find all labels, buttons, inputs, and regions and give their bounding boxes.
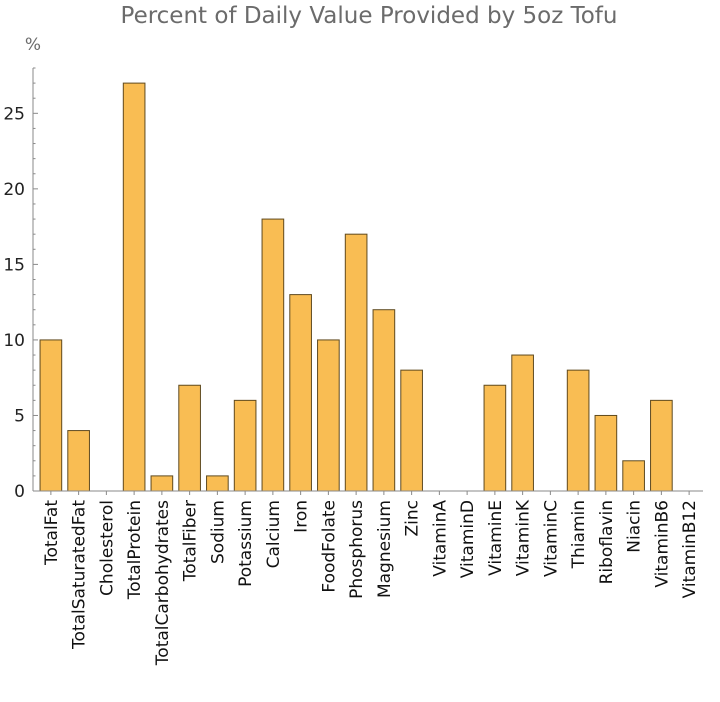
- x-tick-label: Potassium: [236, 500, 256, 587]
- bar-calcium: [261, 218, 285, 492]
- y-axis-label: %: [25, 35, 41, 55]
- x-tick-label: Iron: [292, 500, 312, 533]
- y-tick-label: 5: [14, 406, 25, 426]
- y-tick-label: 25: [3, 104, 25, 124]
- y-axis: 0 5 10 15 20 25: [3, 67, 38, 502]
- bar-thiamin: [566, 369, 590, 492]
- bar-phosphorus: [344, 233, 368, 492]
- x-tick-label: Zinc: [403, 500, 423, 537]
- x-tick-label: VitaminE: [486, 500, 506, 576]
- x-tick-label: VitaminA: [430, 500, 450, 577]
- x-tick-label: TotalFiber: [181, 500, 201, 582]
- bar-totalfiber: [178, 384, 201, 492]
- bar-totalfat: [39, 339, 63, 492]
- x-tick-label: TotalFat: [42, 500, 62, 566]
- bar-totalcarbohydrates: [150, 475, 174, 492]
- bar-potassium: [233, 399, 257, 492]
- bar-riboflavin: [594, 414, 618, 492]
- bar-vitamink: [511, 354, 534, 492]
- x-tick-label: VitaminK: [514, 499, 534, 576]
- y-tick-label: 20: [3, 180, 25, 200]
- x-tick-label: TotalProtein: [125, 500, 145, 600]
- bar-totalprotein: [122, 82, 146, 492]
- x-tick-label: Thiamin: [569, 500, 589, 569]
- x-tick-label: FoodFolate: [319, 500, 339, 593]
- y-tick-label: 15: [3, 255, 25, 275]
- x-axis: TotalFat TotalSaturatedFat Cholesterol Tota…: [42, 491, 700, 666]
- bar-magnesium: [372, 309, 396, 492]
- x-tick-label: Cholesterol: [97, 500, 117, 596]
- x-tick-label: Riboflavin: [597, 500, 617, 584]
- x-tick-label: VitaminC: [541, 500, 561, 577]
- x-tick-label: VitaminB12: [680, 500, 700, 598]
- bar-vitamine: [483, 384, 507, 492]
- bar-zinc: [400, 369, 423, 492]
- x-tick-label: Magnesium: [375, 500, 395, 598]
- y-tick-label: 10: [3, 331, 25, 351]
- bar-sodium: [206, 475, 229, 492]
- bar-niacin: [622, 460, 645, 492]
- bar-vitaminb6: [650, 399, 673, 492]
- x-tick-label: TotalCarbohydrates: [153, 500, 173, 666]
- x-tick-label: VitaminB6: [652, 500, 672, 588]
- bar-foodfolate: [317, 339, 340, 492]
- x-tick-label: Sodium: [208, 500, 228, 564]
- x-tick-label: TotalSaturatedFat: [70, 500, 90, 650]
- y-tick-label: 0: [14, 482, 25, 502]
- bar-totalsaturatedfat: [67, 430, 90, 492]
- x-tick-label: Phosphorus: [347, 500, 367, 599]
- bar-iron: [289, 294, 312, 492]
- bars: [39, 82, 673, 492]
- chart-title: Percent of Daily Value Provided by 5oz T…: [121, 3, 618, 29]
- x-tick-label: VitaminD: [458, 500, 478, 578]
- x-tick-label: Calcium: [264, 500, 284, 568]
- x-tick-label: Niacin: [625, 500, 645, 553]
